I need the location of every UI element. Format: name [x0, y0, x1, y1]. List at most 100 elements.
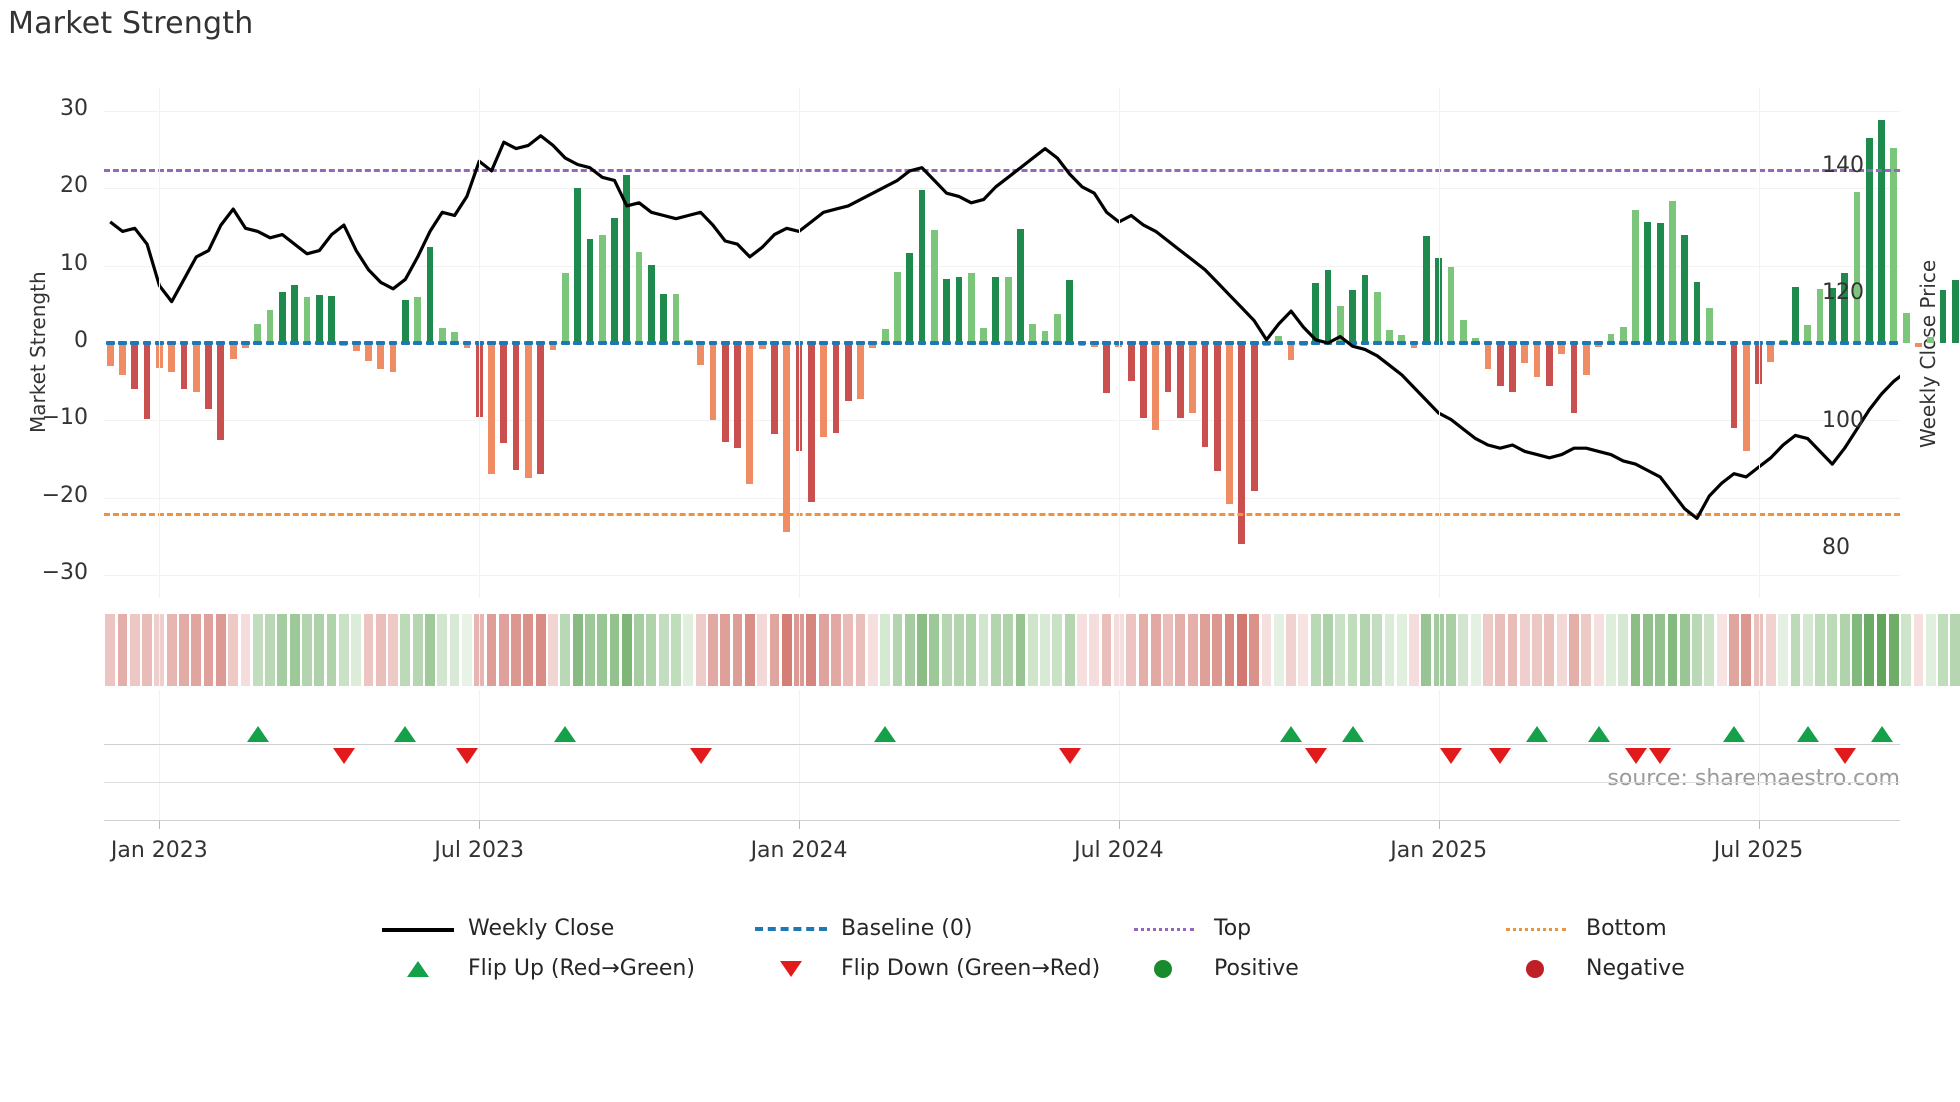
heatmap-cell[interactable] [744, 614, 755, 686]
heatmap-cell[interactable] [1716, 614, 1727, 686]
heatmap-cell[interactable] [904, 614, 915, 686]
heatmap-cell[interactable] [1236, 614, 1247, 686]
strength-bar[interactable] [1484, 343, 1492, 369]
strength-bar[interactable] [598, 234, 606, 343]
strength-bar[interactable] [1226, 343, 1233, 504]
strength-bar[interactable] [1521, 343, 1529, 364]
heatmap-cell[interactable] [1630, 614, 1641, 686]
heatmap-cell[interactable] [449, 614, 460, 686]
strength-bar[interactable] [1447, 266, 1455, 343]
heatmap-cell[interactable] [400, 614, 411, 686]
heatmap-cell[interactable] [179, 614, 189, 686]
heatmap-cell[interactable] [1052, 614, 1063, 686]
heatmap-cell[interactable] [621, 614, 632, 686]
heatmap-cell[interactable] [966, 614, 977, 686]
heatmap-cell[interactable] [338, 614, 349, 686]
strength-bar[interactable] [894, 271, 901, 343]
strength-bar[interactable] [1189, 343, 1197, 413]
heatmap-cell[interactable] [707, 614, 718, 686]
flip-down-marker[interactable] [689, 748, 712, 764]
legend-weekly-close[interactable]: Weekly Close [382, 916, 614, 941]
heatmap-cell[interactable] [1396, 614, 1407, 686]
strength-bar[interactable] [1878, 120, 1885, 343]
heatmap-cell[interactable] [1544, 614, 1555, 686]
flip-up-marker[interactable] [1870, 726, 1893, 742]
heatmap-cell[interactable] [1064, 614, 1075, 686]
strength-bar[interactable] [709, 343, 717, 421]
heatmap-cell[interactable] [954, 614, 964, 686]
strength-bar[interactable] [1742, 343, 1750, 452]
heatmap-cell[interactable] [1913, 614, 1924, 686]
strength-bar[interactable] [1324, 269, 1332, 343]
heatmap-cell[interactable] [1765, 614, 1776, 686]
strength-bar[interactable] [229, 343, 237, 360]
heatmap-cell[interactable] [1249, 614, 1260, 686]
strength-bar[interactable] [389, 343, 397, 372]
heatmap-cell[interactable] [1667, 614, 1678, 686]
strength-bar[interactable] [660, 294, 668, 343]
strength-bar[interactable] [414, 297, 422, 343]
strength-bar[interactable] [1213, 343, 1221, 471]
strength-bar[interactable] [119, 343, 126, 376]
heatmap-cell[interactable] [646, 614, 657, 686]
flip-up-marker[interactable] [394, 726, 417, 742]
strength-bar[interactable] [1693, 281, 1701, 343]
heatmap-cell[interactable] [941, 614, 952, 686]
heatmap-cell[interactable] [1126, 614, 1137, 686]
legend-flip-up[interactable]: Flip Up (Red→Green) [382, 956, 695, 981]
heatmap-cell[interactable] [535, 614, 546, 686]
heatmap-cell[interactable] [277, 614, 288, 686]
heatmap-cell[interactable] [732, 614, 743, 686]
strength-bar[interactable] [635, 251, 643, 343]
strength-bar[interactable] [1828, 288, 1836, 343]
heatmap-cell[interactable] [1163, 614, 1173, 686]
strength-bar[interactable] [180, 343, 188, 389]
strength-bar[interactable] [1336, 305, 1344, 343]
legend-top[interactable]: Top [1128, 916, 1251, 941]
heatmap-cell[interactable] [1495, 614, 1506, 686]
heatmap-cell[interactable] [584, 614, 595, 686]
strength-bar[interactable] [328, 295, 335, 343]
heatmap-cell[interactable] [757, 614, 768, 686]
strength-bar[interactable] [1656, 223, 1664, 343]
heatmap-cell[interactable] [1150, 614, 1161, 686]
strength-bar[interactable] [586, 238, 594, 343]
heatmap-cell[interactable] [831, 614, 841, 686]
strength-bar[interactable] [1927, 336, 1935, 343]
heatmap-cell[interactable] [1433, 614, 1444, 686]
heatmap-cell[interactable] [794, 614, 804, 686]
heatmap-cell[interactable] [1224, 614, 1235, 686]
heatmap-cell[interactable] [1950, 614, 1960, 686]
strength-bar[interactable] [783, 343, 791, 533]
strength-bar[interactable] [734, 343, 741, 449]
strength-bar[interactable] [266, 309, 274, 343]
heatmap-cell[interactable] [634, 614, 645, 686]
heatmap-cell[interactable] [572, 614, 583, 686]
strength-bar[interactable] [254, 324, 262, 343]
heatmap-cell[interactable] [609, 614, 620, 686]
flip-down-marker[interactable] [1304, 748, 1327, 764]
strength-bar[interactable] [869, 343, 877, 348]
strength-bar[interactable] [574, 188, 581, 343]
strength-bar[interactable] [438, 327, 446, 343]
strength-bar[interactable] [205, 343, 212, 409]
strength-bar[interactable] [500, 343, 508, 444]
heatmap-cell[interactable] [1359, 614, 1370, 686]
heatmap-cell[interactable] [1556, 614, 1567, 686]
heatmap-cell[interactable] [240, 614, 251, 686]
legend-negative[interactable]: Negative [1500, 956, 1685, 981]
heatmap-cell[interactable] [461, 614, 472, 686]
strength-bar[interactable] [1755, 343, 1762, 384]
heatmap-cell[interactable] [683, 614, 694, 686]
strength-bar[interactable] [1361, 275, 1369, 343]
strength-bar[interactable] [721, 343, 729, 442]
strength-bar[interactable] [488, 343, 495, 475]
heatmap-cell[interactable] [412, 614, 423, 686]
heatmap-cell[interactable] [1212, 614, 1223, 686]
heatmap-cell[interactable] [1876, 614, 1887, 686]
flip-down-marker[interactable] [1833, 748, 1856, 764]
heatmap-cell[interactable] [1027, 614, 1038, 686]
legend-positive[interactable]: Positive [1128, 956, 1299, 981]
heatmap-cell[interactable] [203, 614, 214, 686]
heatmap-cell[interactable] [1802, 614, 1813, 686]
